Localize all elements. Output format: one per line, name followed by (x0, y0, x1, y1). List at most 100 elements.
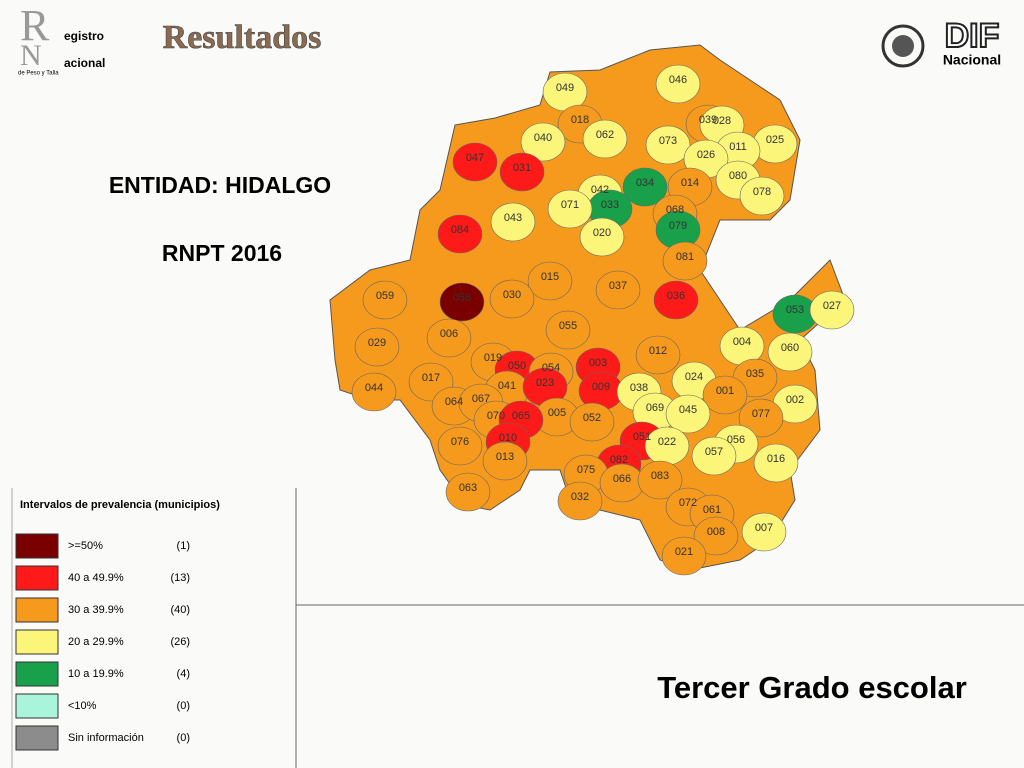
municipality-code: 028 (713, 115, 731, 127)
municipality (351, 372, 397, 412)
municipality-code: 063 (459, 482, 477, 494)
municipality-code: 020 (593, 227, 611, 239)
municipality-code: 060 (781, 342, 799, 354)
municipality-code: 053 (786, 304, 804, 316)
municipality-code: 054 (542, 362, 560, 374)
legend-count: (1) (177, 540, 190, 552)
title: Resultados (163, 19, 322, 56)
municipality (489, 279, 535, 319)
municipality-code: 015 (541, 271, 559, 283)
municipality-code: 041 (498, 380, 516, 392)
municipality-code: 033 (601, 199, 619, 211)
municipality-code: 076 (451, 436, 469, 448)
municipality (437, 426, 483, 466)
legend: >=50% (1) 40 a 49.9% (13) 30 a 39.9% (40) 20 a… (15, 533, 190, 751)
municipality-code: 006 (440, 328, 458, 340)
logo-dif: DIF (945, 17, 1000, 55)
municipality-code: 046 (669, 74, 687, 86)
legend-count: (4) (177, 668, 190, 680)
municipality-code: 003 (589, 357, 607, 369)
municipality (557, 481, 603, 521)
municipality (595, 270, 641, 310)
municipality-code: 013 (496, 451, 514, 463)
municipality-code: 005 (548, 407, 566, 419)
municipality-code: 042 (591, 184, 609, 196)
municipality (547, 189, 593, 229)
municipality-code: 026 (697, 149, 715, 161)
municipality (452, 142, 498, 182)
municipality-code: 014 (681, 177, 699, 189)
municipality (426, 318, 472, 358)
municipality-code: 039 (699, 114, 717, 126)
footer-title: Tercer Grado escolar (657, 670, 967, 705)
municipality-code: 025 (766, 134, 784, 146)
municipality (445, 472, 491, 512)
municipality (653, 280, 699, 320)
municipality-code: 009 (592, 381, 610, 393)
municipality (655, 64, 701, 104)
municipality-code: 001 (716, 385, 734, 397)
municipality-code: 066 (613, 473, 631, 485)
municipality (662, 241, 708, 281)
municipality (545, 310, 591, 350)
legend-swatch (15, 725, 59, 751)
municipality-code: 052 (583, 412, 601, 424)
municipality-code: 075 (577, 464, 595, 476)
municipality-code: 064 (445, 396, 463, 408)
municipality (809, 290, 855, 330)
legend-label: 40 a 49.9% (68, 572, 124, 584)
logo-nacional: Nacional (943, 52, 1001, 68)
municipality-code: 031 (513, 162, 531, 174)
municipality (767, 332, 813, 372)
municipality (482, 441, 528, 481)
municipality (527, 261, 573, 301)
municipality-code: 061 (703, 504, 721, 516)
municipality-code: 044 (365, 382, 383, 394)
municipality-code: 065 (512, 410, 530, 422)
municipality-code: 057 (705, 446, 723, 458)
municipality-code: 045 (679, 404, 697, 416)
municipality (569, 402, 615, 442)
municipality-code: 008 (707, 526, 725, 538)
municipality-code: 002 (786, 394, 804, 406)
municipality-code: 023 (536, 377, 554, 389)
municipality-code: 018 (571, 114, 589, 126)
municipality-code: 083 (651, 470, 669, 482)
municipality-code: 056 (727, 434, 745, 446)
municipality (739, 176, 785, 216)
municipality-code: 067 (472, 393, 490, 405)
municipality-code: 024 (685, 371, 703, 383)
legend-count: (26) (170, 636, 190, 648)
municipality (499, 152, 545, 192)
legend-label: 10 a 19.9% (68, 668, 124, 680)
municipality-code: 038 (630, 382, 648, 394)
municipality (622, 167, 668, 207)
logo-seal (881, 24, 925, 68)
municipality-code: 034 (636, 177, 654, 189)
municipality-code: 077 (752, 408, 770, 420)
logo-left: R N egistro acional de Peso y Talla (18, 1, 105, 76)
municipality-code: 027 (823, 300, 841, 312)
municipality-code: 022 (658, 436, 676, 448)
municipality-code: 017 (422, 372, 440, 384)
municipality-code: 032 (571, 491, 589, 503)
municipality-code: 037 (609, 280, 627, 292)
municipality (753, 443, 799, 483)
logo-right: DIF Nacional (881, 16, 1001, 68)
municipality-code: 081 (676, 251, 694, 263)
municipality-code: 051 (633, 431, 651, 443)
municipality-code: 080 (729, 170, 747, 182)
municipality-code: 082 (610, 454, 628, 466)
logo-text: acional (64, 56, 105, 70)
municipality-code: 021 (675, 546, 693, 558)
municipality-code: 036 (667, 290, 685, 302)
municipality-code: 072 (679, 497, 697, 509)
legend-label: >=50% (68, 540, 103, 552)
municipality-code: 078 (753, 186, 771, 198)
municipality-code: 049 (556, 82, 574, 94)
municipality (637, 460, 683, 500)
